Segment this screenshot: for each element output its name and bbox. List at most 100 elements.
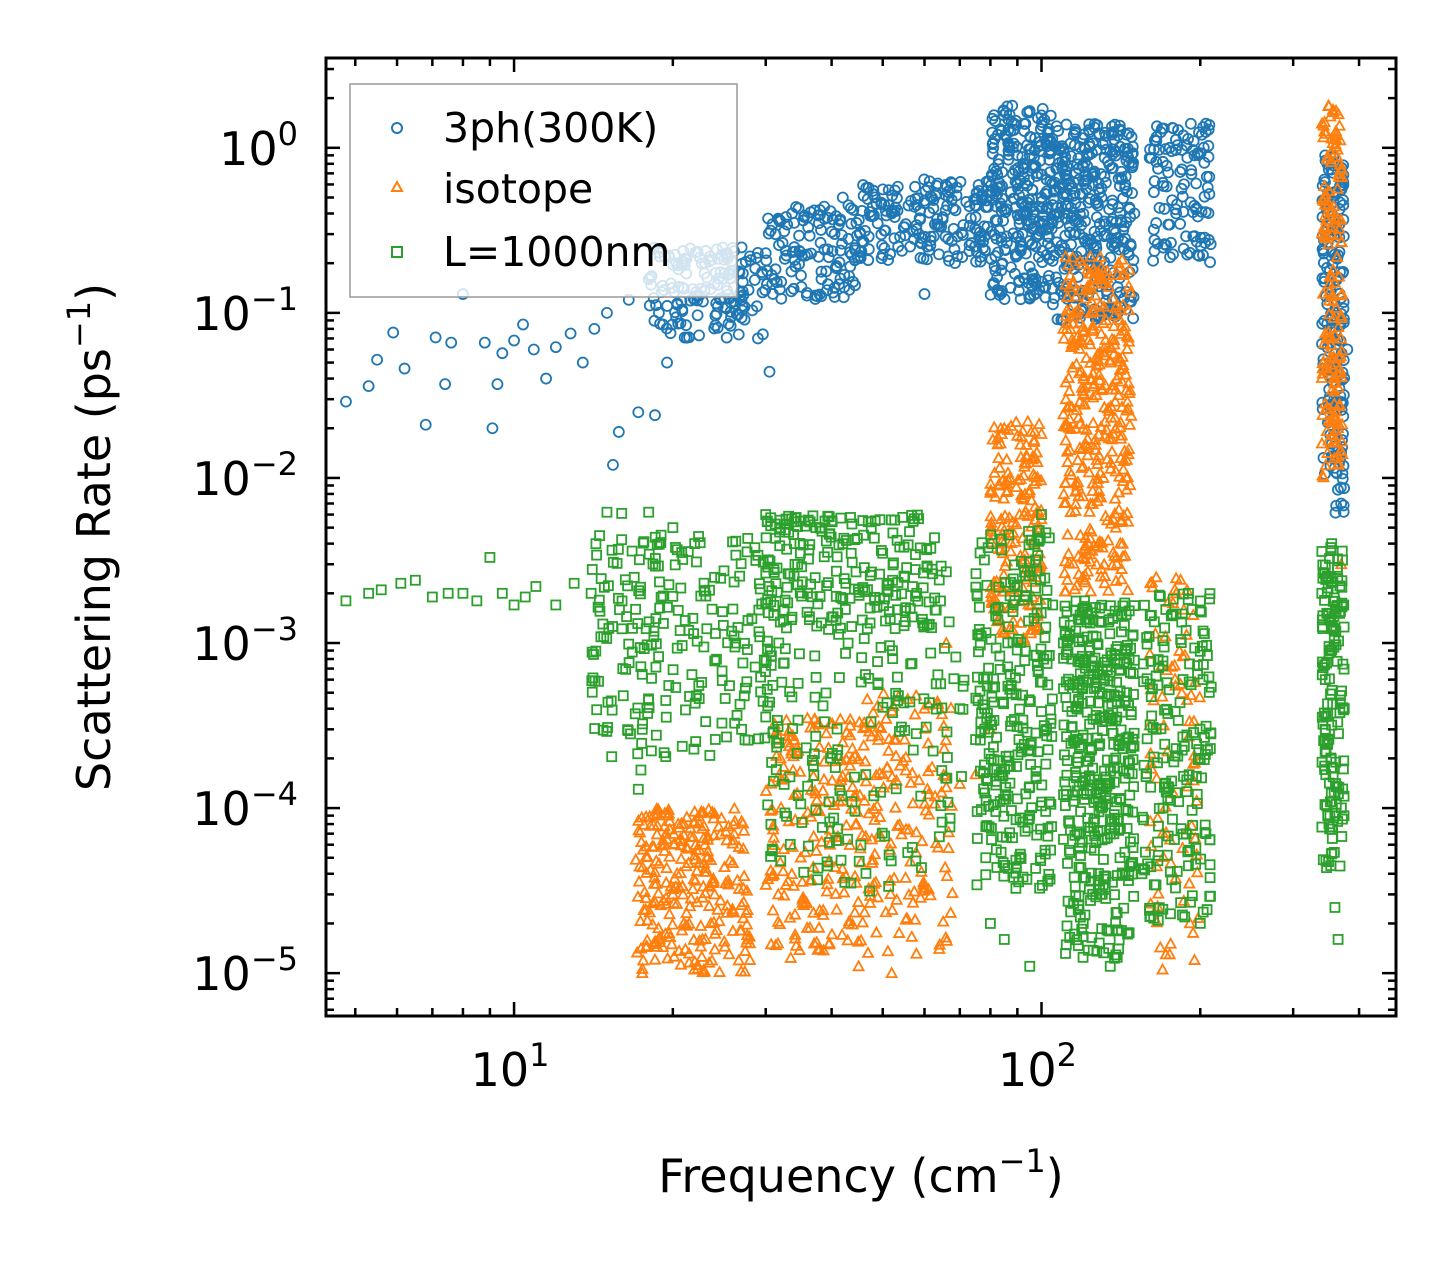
square-point [636,737,648,749]
triangle-point [1123,418,1137,430]
circle-point [947,202,960,215]
square-point [792,558,804,570]
square-point [1077,683,1088,695]
circle-point [811,290,824,303]
square-point [981,579,993,591]
triangle-point [1105,558,1119,571]
square-point [690,690,702,702]
square-point [887,707,898,719]
triangle-point [1086,416,1100,428]
square-point [1028,613,1040,624]
triangle-point [882,743,896,756]
triangle-point [1146,580,1160,593]
triangle-point [1118,319,1132,332]
square-point [1101,754,1113,766]
square-point [939,642,950,654]
triangle-point [984,535,999,548]
square-point [605,695,617,707]
circle-point [1181,151,1194,164]
square-point [973,601,985,613]
square-point [1014,812,1026,824]
triangle-point [1113,351,1127,364]
circle-point [1030,170,1043,182]
circle-point [878,242,891,254]
triangle-point [662,803,676,815]
square-point [809,691,821,703]
square-point [1319,735,1331,747]
triangle-point [711,902,725,915]
circle-point [1194,147,1207,160]
square-point [812,598,824,610]
square-point [1146,710,1158,722]
square-point [935,800,947,812]
circle-point [988,109,1000,122]
triangle-point [688,873,702,886]
square-point [784,838,796,850]
y-axis-label-suffix: ) [67,283,121,301]
triangle-point [674,852,688,864]
square-point [760,655,772,667]
circle-point [1003,141,1016,154]
triangle-point [712,965,727,977]
triangle-point [839,818,853,831]
circle-point [1056,155,1069,168]
triangle-point [900,911,914,924]
circle-point [847,275,859,288]
triangle-point [1076,257,1090,270]
square-point [995,766,1007,778]
triangle-point [1320,424,1334,437]
square-point [508,599,520,611]
circle-point [1337,199,1350,212]
square-point [971,879,983,891]
square-point [1062,895,1074,907]
triangle-point [1187,953,1202,965]
square-point [1334,580,1346,592]
circle-point [1112,172,1125,185]
square-point [827,611,839,623]
square-point [1162,830,1174,842]
square-point [1175,897,1187,909]
circle-point [760,254,773,267]
triangle-point [876,767,890,780]
square-point [802,780,814,792]
square-point [1040,597,1052,609]
triangle-point [1115,428,1129,441]
square-point [1068,871,1080,883]
square-point [1181,729,1193,741]
square-point [1087,888,1099,900]
triangle-point [785,867,799,880]
circle-point [1014,235,1027,248]
triangle-point [1072,567,1086,580]
square-point [995,533,1007,545]
square-point [823,796,835,808]
square-point [1112,658,1123,669]
circle-point [1005,261,1017,274]
square-point [954,703,966,715]
square-point [1195,853,1206,865]
circle-point [1160,180,1173,193]
triangle-point [637,903,651,916]
triangle-point [1089,437,1103,450]
circle-point [970,199,983,212]
triangle-point [694,919,708,931]
square-point [704,750,716,761]
square-point [1124,836,1136,848]
triangle-point [1068,504,1082,516]
circle-point [1188,230,1201,243]
square-point [1127,740,1139,752]
square-point [700,716,712,728]
circle-point [939,204,952,217]
triangle-point [809,844,823,856]
triangle-point [672,944,686,956]
triangle-point [1332,381,1346,393]
triangle-point [766,866,780,879]
square-point [1030,863,1042,874]
triangle-point [1088,266,1102,279]
triangle-point [1164,936,1178,949]
square-point [680,704,691,716]
circle-point [1052,124,1065,137]
square-point [1077,918,1089,929]
triangle-point [788,907,802,920]
triangle-point [1123,478,1137,491]
square-point [858,529,870,541]
